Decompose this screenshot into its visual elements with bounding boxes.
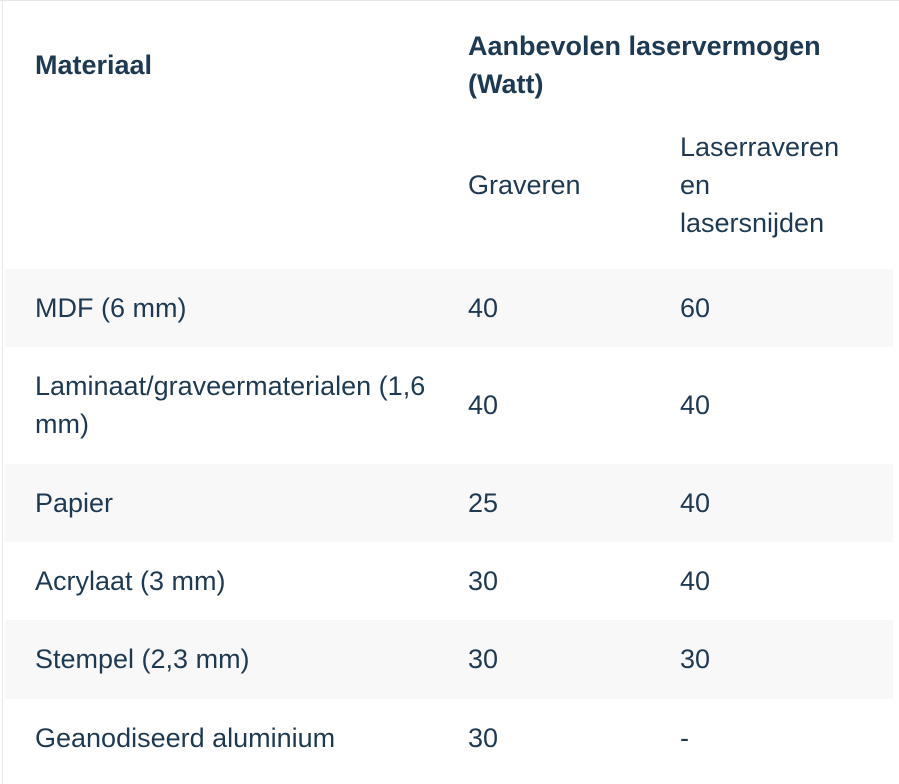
graveren-value: 40 (468, 390, 499, 421)
table-row-mdf: MDF (6 mm) 40 60 (5, 268, 893, 347)
material-cell: Papier (35, 487, 114, 518)
table-row-laminaat: Laminaat/graveermaterialen (1,6 mm) 40 4… (5, 347, 893, 464)
laser-power-table: Materiaal Aanbevolen laservermogen (Watt… (5, 1, 893, 777)
table-body: MDF (6 mm) 40 60 Laminaat/graveermateria… (5, 268, 893, 777)
graveren-value: 30 (468, 565, 499, 596)
column-group-header-laservermogen: Aanbevolen laservermogen (Watt) (468, 1, 893, 112)
graveren-value: 25 (468, 487, 499, 518)
material-cell: Laminaat/graveermaterialen (1,6 mm) (35, 370, 426, 440)
header-row-sub: Graveren Laserraveren en lasersnijden (5, 112, 893, 269)
material-cell: MDF (6 mm) (35, 292, 187, 323)
column-header-materiaal: Materiaal (35, 50, 153, 81)
column-header-laserraveren-label: Laserraveren en lasersnijden (680, 131, 840, 239)
table-header: Materiaal Aanbevolen laservermogen (Watt… (5, 1, 893, 269)
subheader-spacer (5, 112, 468, 269)
lasersnijden-value: 40 (680, 390, 711, 421)
material-cell: Stempel (2,3 mm) (35, 644, 250, 675)
lasersnijden-value: 40 (680, 565, 711, 596)
table-row-papier: Papier 25 40 (5, 463, 893, 542)
lasersnijden-value: 30 (680, 644, 711, 675)
material-cell: Geanodiseerd aluminium (35, 722, 336, 753)
lasersnijden-value: - (680, 722, 689, 753)
graveren-value: 30 (468, 644, 499, 675)
header-row-top: Materiaal Aanbevolen laservermogen (Watt… (5, 1, 893, 112)
lasersnijden-value: 40 (680, 487, 711, 518)
column-group-header-label: Aanbevolen laservermogen (Watt) (468, 31, 821, 100)
graveren-value: 30 (468, 722, 499, 753)
material-cell: Acrylaat (3 mm) (35, 565, 226, 596)
lasersnijden-value: 60 (680, 292, 711, 323)
table-row-acrylaat: Acrylaat (3 mm) 30 40 (5, 542, 893, 620)
table-row-geanodiseerd-aluminium: Geanodiseerd aluminium 30 - (5, 699, 893, 777)
column-header-laserraveren-lasersnijden: Laserraveren en lasersnijden (680, 112, 893, 269)
column-header-graveren: Graveren (468, 169, 581, 200)
table-row-stempel: Stempel (2,3 mm) 30 30 (5, 620, 893, 699)
graveren-value: 40 (468, 292, 499, 323)
left-edge-divider (2, 1, 3, 784)
